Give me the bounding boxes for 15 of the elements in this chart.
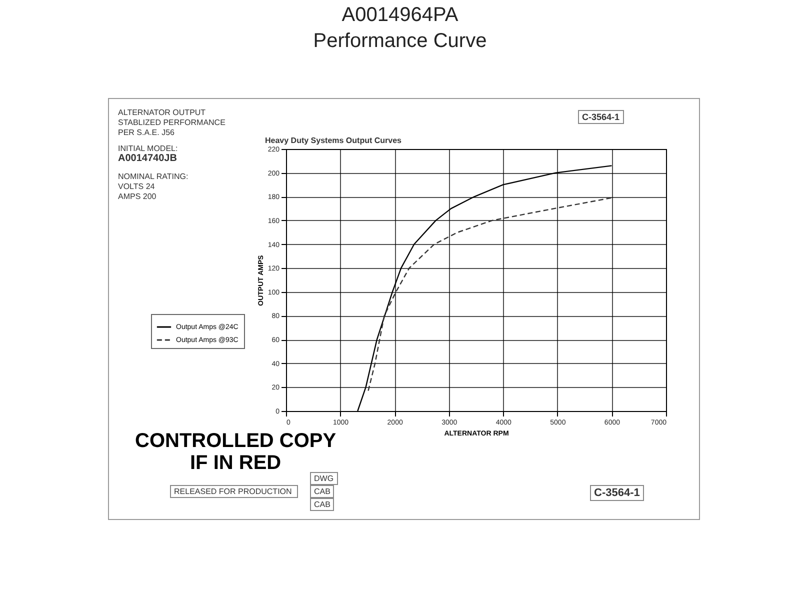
- text: C-3564-1: [590, 485, 644, 501]
- text: INITIAL MODEL:: [118, 144, 178, 154]
- text: CONTROLLED COPY IF IN RED: [135, 430, 336, 474]
- text: RELEASED FOR PRODUCTION: [170, 485, 298, 498]
- text: ALTERNATOR OUTPUT STABLIZED PERFORMANCE PER S.A.E. J56: [118, 108, 226, 138]
- text: NOMINAL RATING: VOLTS 24 AMPS 200: [118, 172, 188, 202]
- text: A0014740JB: [118, 153, 177, 164]
- text: DWG: [310, 472, 338, 485]
- text: CAB: [310, 485, 334, 498]
- chart-subtitle: Performance Curve: [312, 29, 488, 54]
- text: C-3564-1: [578, 110, 624, 124]
- chart-title: A0014964PA: [340, 3, 460, 28]
- line-series: [368, 197, 612, 392]
- text: Heavy Duty Systems Output Curves: [265, 136, 402, 146]
- text: CAB: [310, 498, 334, 511]
